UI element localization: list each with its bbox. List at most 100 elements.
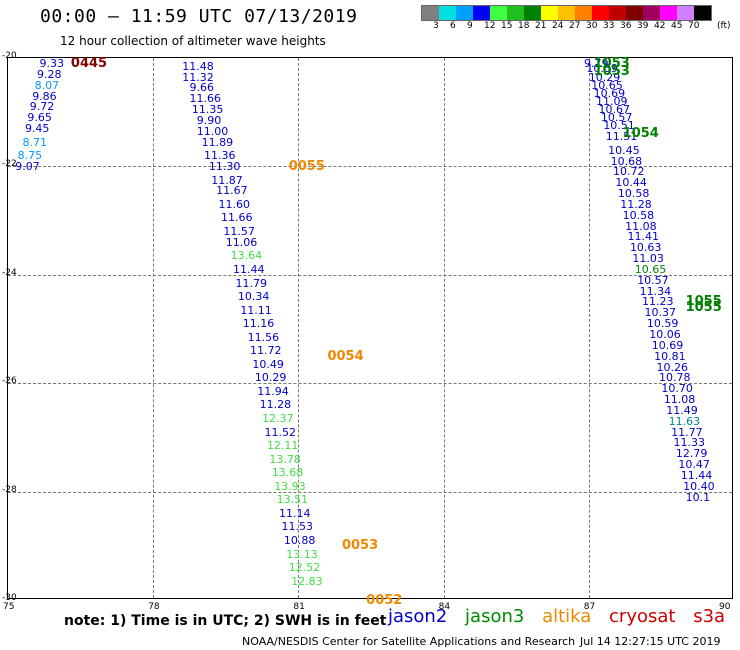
wave-height-obs: 9.66 bbox=[189, 81, 215, 95]
x-axis-tick-label: 84 bbox=[438, 602, 451, 612]
sat-altika-label: altika bbox=[542, 606, 592, 627]
legend-swatch bbox=[660, 6, 677, 20]
wave-height-obs: 10.65 bbox=[634, 262, 667, 276]
color-legend bbox=[421, 5, 712, 21]
pass-time-label: 0054 bbox=[327, 348, 364, 364]
sat-s3a-label: s3a bbox=[693, 606, 726, 627]
legend-swatch bbox=[592, 6, 609, 20]
legend-swatch bbox=[439, 6, 456, 20]
legend-tick-label: 42 bbox=[654, 21, 666, 31]
page-title: 00:00 – 11:59 UTC 07/13/2019 bbox=[40, 6, 358, 27]
legend-swatch bbox=[575, 6, 592, 20]
wave-height-obs: 13.93 bbox=[274, 479, 306, 493]
wave-height-obs: 9.28 bbox=[37, 67, 62, 81]
wave-height-obs: 9.33 bbox=[39, 57, 64, 70]
legend-swatch bbox=[643, 6, 660, 20]
wave-height-obs: 11.44 bbox=[680, 468, 713, 482]
legend-swatch bbox=[456, 6, 473, 20]
wave-height-obs: 11.30 bbox=[208, 159, 241, 173]
wave-height-obs: 11.48 bbox=[182, 59, 214, 73]
wave-height-obs: 11.33 bbox=[673, 436, 706, 450]
lon-gridline bbox=[443, 58, 445, 598]
wave-height-obs: 11.09 bbox=[596, 94, 628, 108]
legend-swatch bbox=[524, 6, 541, 20]
y-axis-tick-label: -22 bbox=[2, 159, 17, 170]
wave-height-obs: 10.06 bbox=[649, 328, 681, 341]
wave-height-obs: 9.79 bbox=[583, 57, 609, 70]
wave-height-obs: 10.78 bbox=[658, 371, 691, 385]
legend-tick-label: 33 bbox=[603, 21, 615, 31]
wave-height-obs: 9.90 bbox=[196, 113, 222, 127]
wave-height-obs: 10.57 bbox=[637, 273, 669, 287]
wave-height-obs: 13.78 bbox=[269, 452, 301, 466]
wave-height-obs: 13.51 bbox=[276, 493, 309, 507]
wave-height-obs: 13.13 bbox=[286, 547, 318, 561]
legend-swatch bbox=[609, 6, 626, 20]
x-axis-tick-label: 87 bbox=[583, 602, 596, 612]
pass-time-label: 1053 bbox=[593, 56, 630, 71]
wave-height-obs: 10.81 bbox=[654, 349, 686, 363]
wave-height-obs: 10.69 bbox=[651, 338, 684, 352]
wave-height-obs: 10.59 bbox=[646, 317, 679, 331]
map-plot[interactable]: 9.33 9.28 8.07 9.86 9.72 9.65 9.45 8.71 8.75 9.07… bbox=[7, 56, 733, 607]
legend-tick-label: 18 bbox=[518, 21, 530, 31]
wave-height-obs: 10.72 bbox=[613, 165, 645, 179]
wave-height-obs: 10.29 bbox=[254, 371, 287, 385]
y-axis-tick-label: -26 bbox=[2, 376, 17, 387]
wave-height-obs: 10.57 bbox=[600, 111, 633, 125]
footer-timestamp: Jul 14 12:27:15 UTC 2019 bbox=[580, 635, 721, 648]
footer-note: note: 1) Time is in UTC; 2) SWH is in fe… bbox=[64, 613, 387, 629]
legend-tick-label: 12 bbox=[484, 21, 496, 31]
lon-gridline bbox=[588, 58, 590, 598]
legend-tick-label: 45 bbox=[671, 21, 683, 31]
footer-credit: NOAA/NESDIS Center for Satellite Applica… bbox=[242, 635, 576, 648]
wave-height-obs: 10.44 bbox=[615, 176, 647, 190]
wave-height-obs: 11.34 bbox=[639, 284, 672, 298]
lat-gridline bbox=[8, 274, 732, 276]
legend-swatch bbox=[558, 6, 575, 20]
lon-gridline bbox=[298, 58, 300, 598]
pass-time-label: 1053 bbox=[593, 64, 630, 80]
legend-tick-label: 6 bbox=[450, 21, 456, 31]
wave-height-obs: 10.67 bbox=[598, 103, 630, 117]
wave-height-obs: 9.72 bbox=[29, 100, 55, 114]
wave-height-obs: 11.67 bbox=[216, 184, 248, 198]
legend-swatch bbox=[541, 6, 558, 20]
legend-tick-label: 3 bbox=[433, 21, 439, 31]
wave-height-obs: 11.08 bbox=[663, 393, 696, 407]
wave-height-obs: 11.16 bbox=[242, 317, 275, 331]
wave-height-obs: 11.06 bbox=[225, 235, 258, 249]
legend-tick-label: 39 bbox=[637, 21, 649, 31]
wave-height-obs: 11.23 bbox=[642, 295, 674, 309]
wave-height-obs: 10.45 bbox=[608, 143, 640, 157]
legend-tick-label: 27 bbox=[569, 21, 581, 31]
legend-tick-label: 15 bbox=[501, 21, 513, 31]
wave-height-obs: 10.1 bbox=[685, 490, 711, 504]
wave-height-obs: 10.58 bbox=[617, 187, 650, 201]
y-axis-tick-label: -20 bbox=[2, 51, 17, 61]
wave-height-obs: 8.71 bbox=[22, 135, 48, 149]
wave-height-obs: 11.49 bbox=[666, 403, 698, 417]
wave-height-obs: 11.79 bbox=[235, 276, 267, 290]
y-axis-tick-label: -30 bbox=[2, 593, 17, 603]
wave-height-obs: 10.34 bbox=[237, 290, 270, 304]
wave-height-obs: 10.47 bbox=[678, 458, 710, 472]
wave-height-obs: 11.14 bbox=[279, 506, 311, 520]
wave-height-obs: 10.26 bbox=[656, 360, 689, 374]
legend-swatch bbox=[473, 6, 490, 20]
wave-height-obs: 12.83 bbox=[291, 574, 323, 588]
y-axis-tick-label: -24 bbox=[2, 267, 17, 278]
wave-height-obs: 11.87 bbox=[211, 173, 243, 187]
sat-jason3-label: jason3 bbox=[465, 606, 525, 627]
pass-time-label: 1055 bbox=[685, 299, 722, 315]
wave-height-obs: 10.51 bbox=[603, 119, 635, 133]
wave-height-obs: 10.59 bbox=[586, 62, 618, 76]
wave-height-obs: 11.52 bbox=[264, 425, 297, 439]
wave-height-obs: 10.29 bbox=[588, 70, 621, 84]
wave-height-obs: 11.03 bbox=[632, 252, 664, 266]
wave-height-obs: 11.66 bbox=[220, 211, 253, 225]
page-subtitle: 12 hour collection of altimeter wave hei… bbox=[60, 34, 326, 48]
y-axis-tick-label: -28 bbox=[2, 484, 17, 495]
wave-height-obs: 11.11 bbox=[240, 303, 272, 317]
legend-tick-label: 36 bbox=[620, 21, 632, 31]
